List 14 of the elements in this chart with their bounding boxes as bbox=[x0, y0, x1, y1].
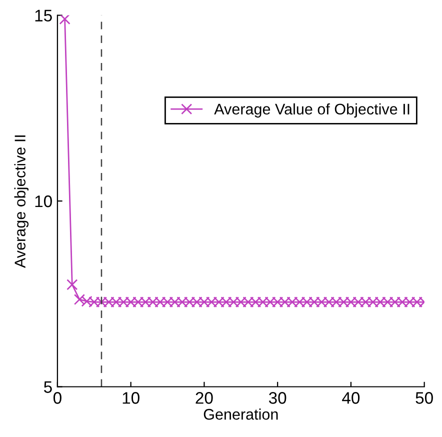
x-tick-label: 30 bbox=[268, 392, 286, 404]
point bbox=[66, 279, 78, 290]
legend-label: Average Value of Objective II bbox=[214, 103, 410, 118]
y-tick-label: 10 bbox=[35, 195, 52, 208]
y-axis-title: Average objective II bbox=[14, 135, 29, 268]
x-tick-label: 40 bbox=[342, 392, 360, 404]
x-tick-label: 0 bbox=[53, 392, 62, 404]
x-tick-label: 20 bbox=[196, 392, 213, 404]
x-axis-title: Generation bbox=[204, 408, 278, 420]
x-tick-label: 50 bbox=[416, 392, 433, 404]
x-tick-label: 10 bbox=[122, 392, 140, 404]
y-tick-label: 15 bbox=[35, 10, 52, 22]
y-tick-label: 5 bbox=[44, 381, 52, 393]
point bbox=[59, 15, 70, 25]
